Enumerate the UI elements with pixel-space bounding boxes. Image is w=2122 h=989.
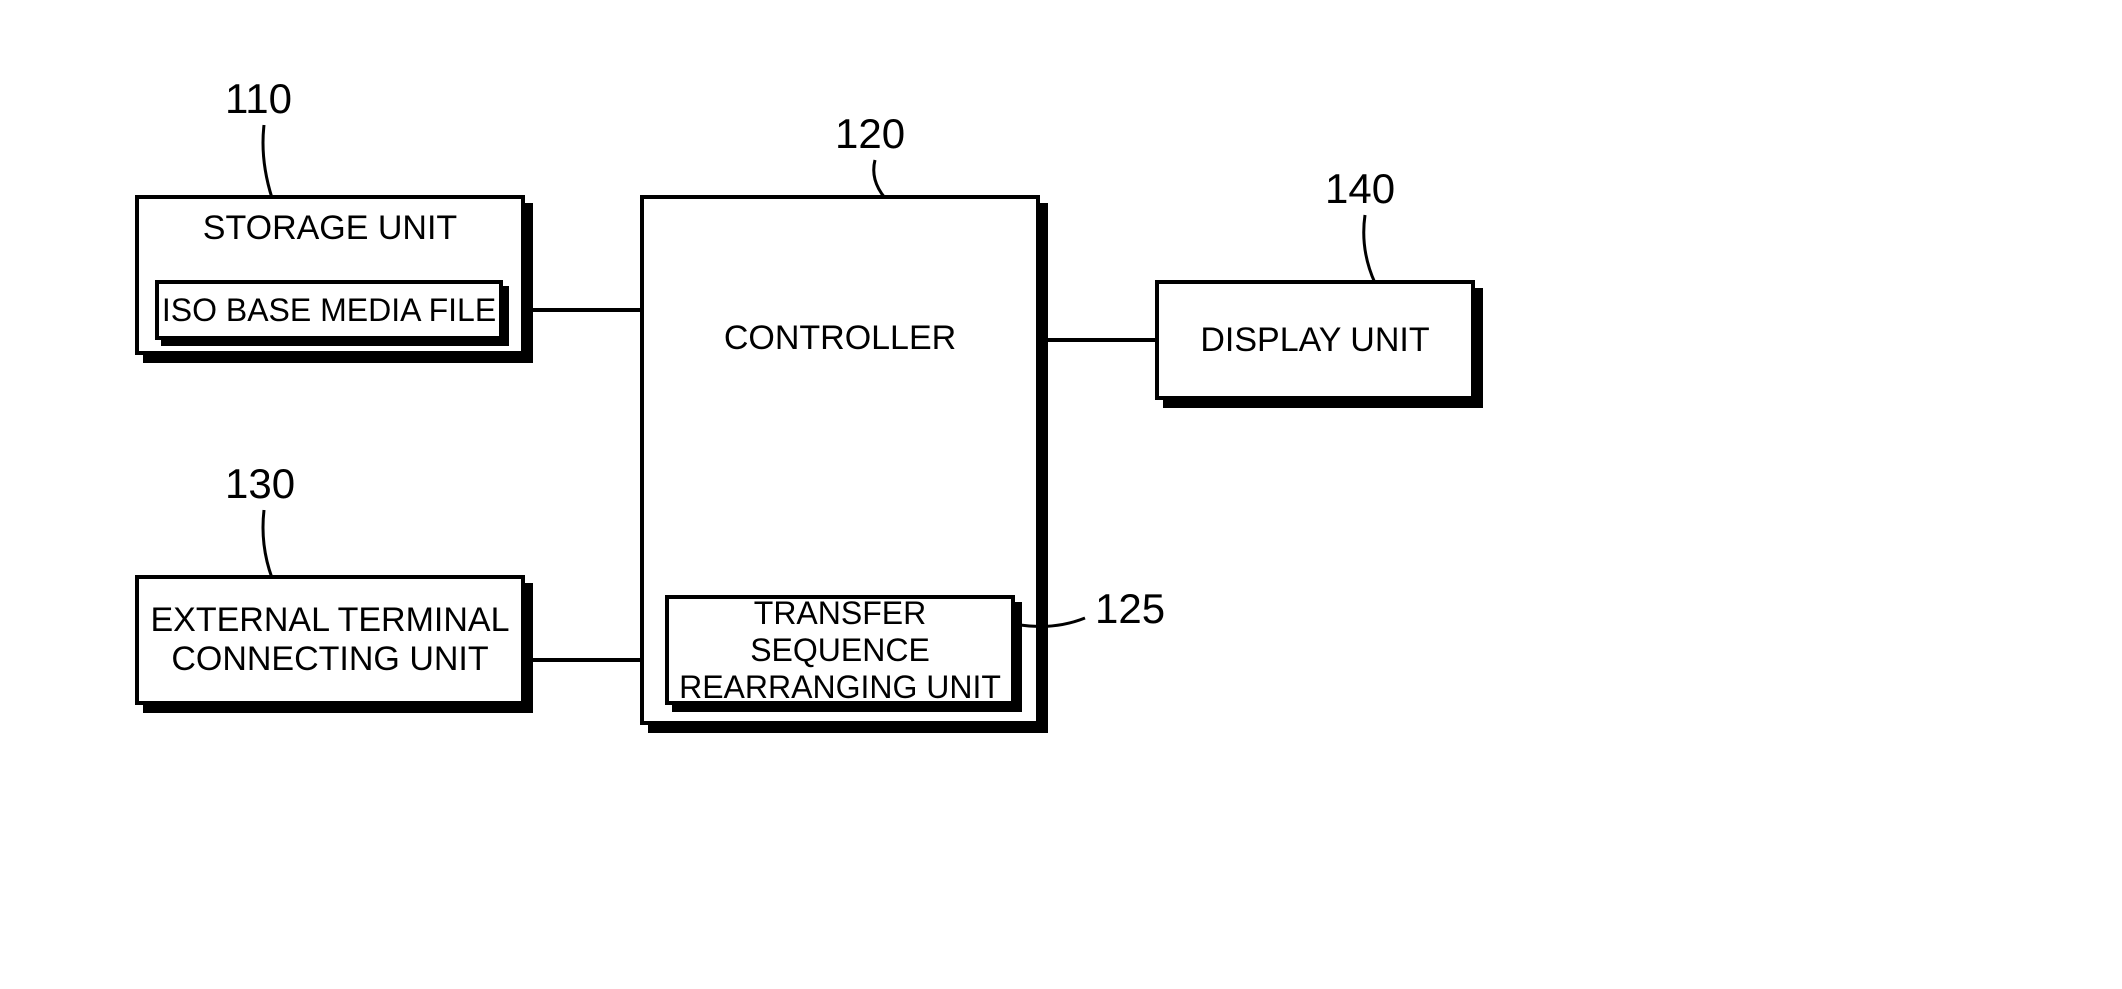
leader-140 [0,0,2122,989]
